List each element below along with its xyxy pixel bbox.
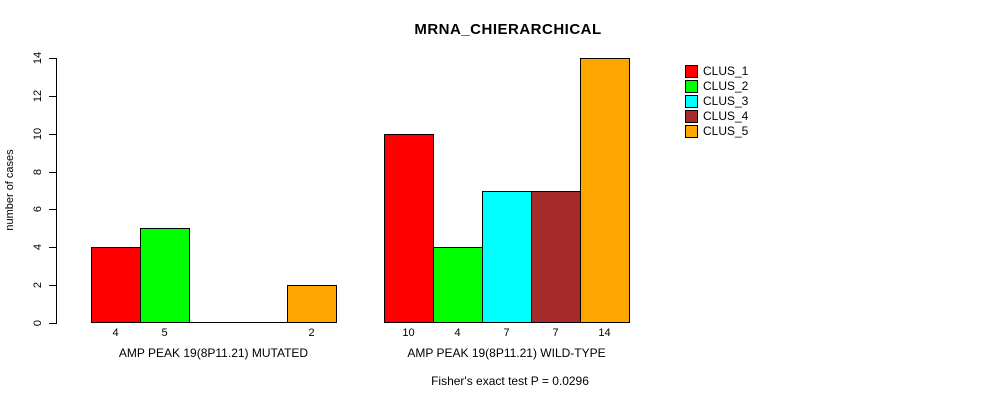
bar-zero-clus_3: [189, 322, 239, 323]
legend-item: CLUS_3: [685, 95, 748, 108]
legend-item: CLUS_5: [685, 125, 748, 138]
y-axis-tick-label-text: 0: [32, 319, 44, 327]
bar-value-label: 7: [552, 327, 559, 339]
legend-label: CLUS_5: [703, 124, 749, 138]
y-axis-tick-label-text: 6: [32, 205, 44, 213]
y-axis-tick: [49, 209, 56, 210]
legend-swatch-icon: [685, 110, 698, 123]
bar-clus_2: [433, 247, 483, 323]
y-axis-tick-label-text: 12: [32, 89, 44, 103]
bar-value-label: 10: [402, 327, 415, 339]
y-axis-tick: [49, 58, 56, 59]
bar-value-label: 5: [161, 327, 168, 339]
legend-item: CLUS_2: [685, 80, 748, 93]
y-axis-tick-label-text: 14: [32, 51, 44, 65]
y-axis-tick: [49, 247, 56, 248]
y-axis-tick-label-text: 8: [32, 168, 44, 176]
legend-swatch-icon: [685, 95, 698, 108]
x-group-label: AMP PEAK 19(8P11.21) MUTATED: [118, 346, 309, 360]
bar-clus_5: [580, 58, 630, 323]
bar-value-label: 7: [503, 327, 510, 339]
y-axis-tick-label-text: 4: [32, 243, 44, 251]
legend-label: CLUS_3: [703, 94, 749, 108]
legend-label: CLUS_4: [703, 109, 749, 123]
legend-item: CLUS_4: [685, 110, 748, 123]
bar-clus_5: [287, 285, 337, 323]
bar-zero-clus_4: [238, 322, 288, 323]
y-axis-tick: [49, 285, 56, 286]
bar-clus_3: [482, 190, 532, 323]
legend-swatch-icon: [685, 125, 698, 138]
y-axis-line: [56, 58, 57, 324]
y-axis-tick-label-text: 10: [32, 127, 44, 141]
bar-clus_1: [384, 133, 434, 323]
y-axis-tick: [49, 323, 56, 324]
bar-value-label: 14: [598, 327, 611, 339]
chart-title: MRNA_CHIERARCHICAL: [414, 21, 602, 38]
legend-swatch-icon: [685, 80, 698, 93]
legend-label: CLUS_2: [703, 79, 749, 93]
y-axis-tick: [49, 134, 56, 135]
y-axis-tick-label-text: 2: [32, 281, 44, 289]
bar-value-label: 4: [454, 327, 461, 339]
y-axis-tick: [49, 172, 56, 173]
bar-clus_1: [91, 247, 141, 323]
y-axis-title-text: number of cases: [4, 149, 16, 231]
bar-clus_4: [531, 190, 581, 323]
fisher-test-annotation: Fisher's exact test P = 0.0296: [431, 374, 589, 388]
legend-item: CLUS_1: [685, 65, 748, 78]
legend-label: CLUS_1: [703, 64, 749, 78]
legend-swatch-icon: [685, 65, 698, 78]
x-group-label: AMP PEAK 19(8P11.21) WILD-TYPE: [407, 346, 606, 360]
bar-clus_2: [140, 228, 190, 323]
bar-value-label: 4: [112, 327, 119, 339]
y-axis-tick: [49, 96, 56, 97]
bar-value-label: 2: [308, 327, 315, 339]
